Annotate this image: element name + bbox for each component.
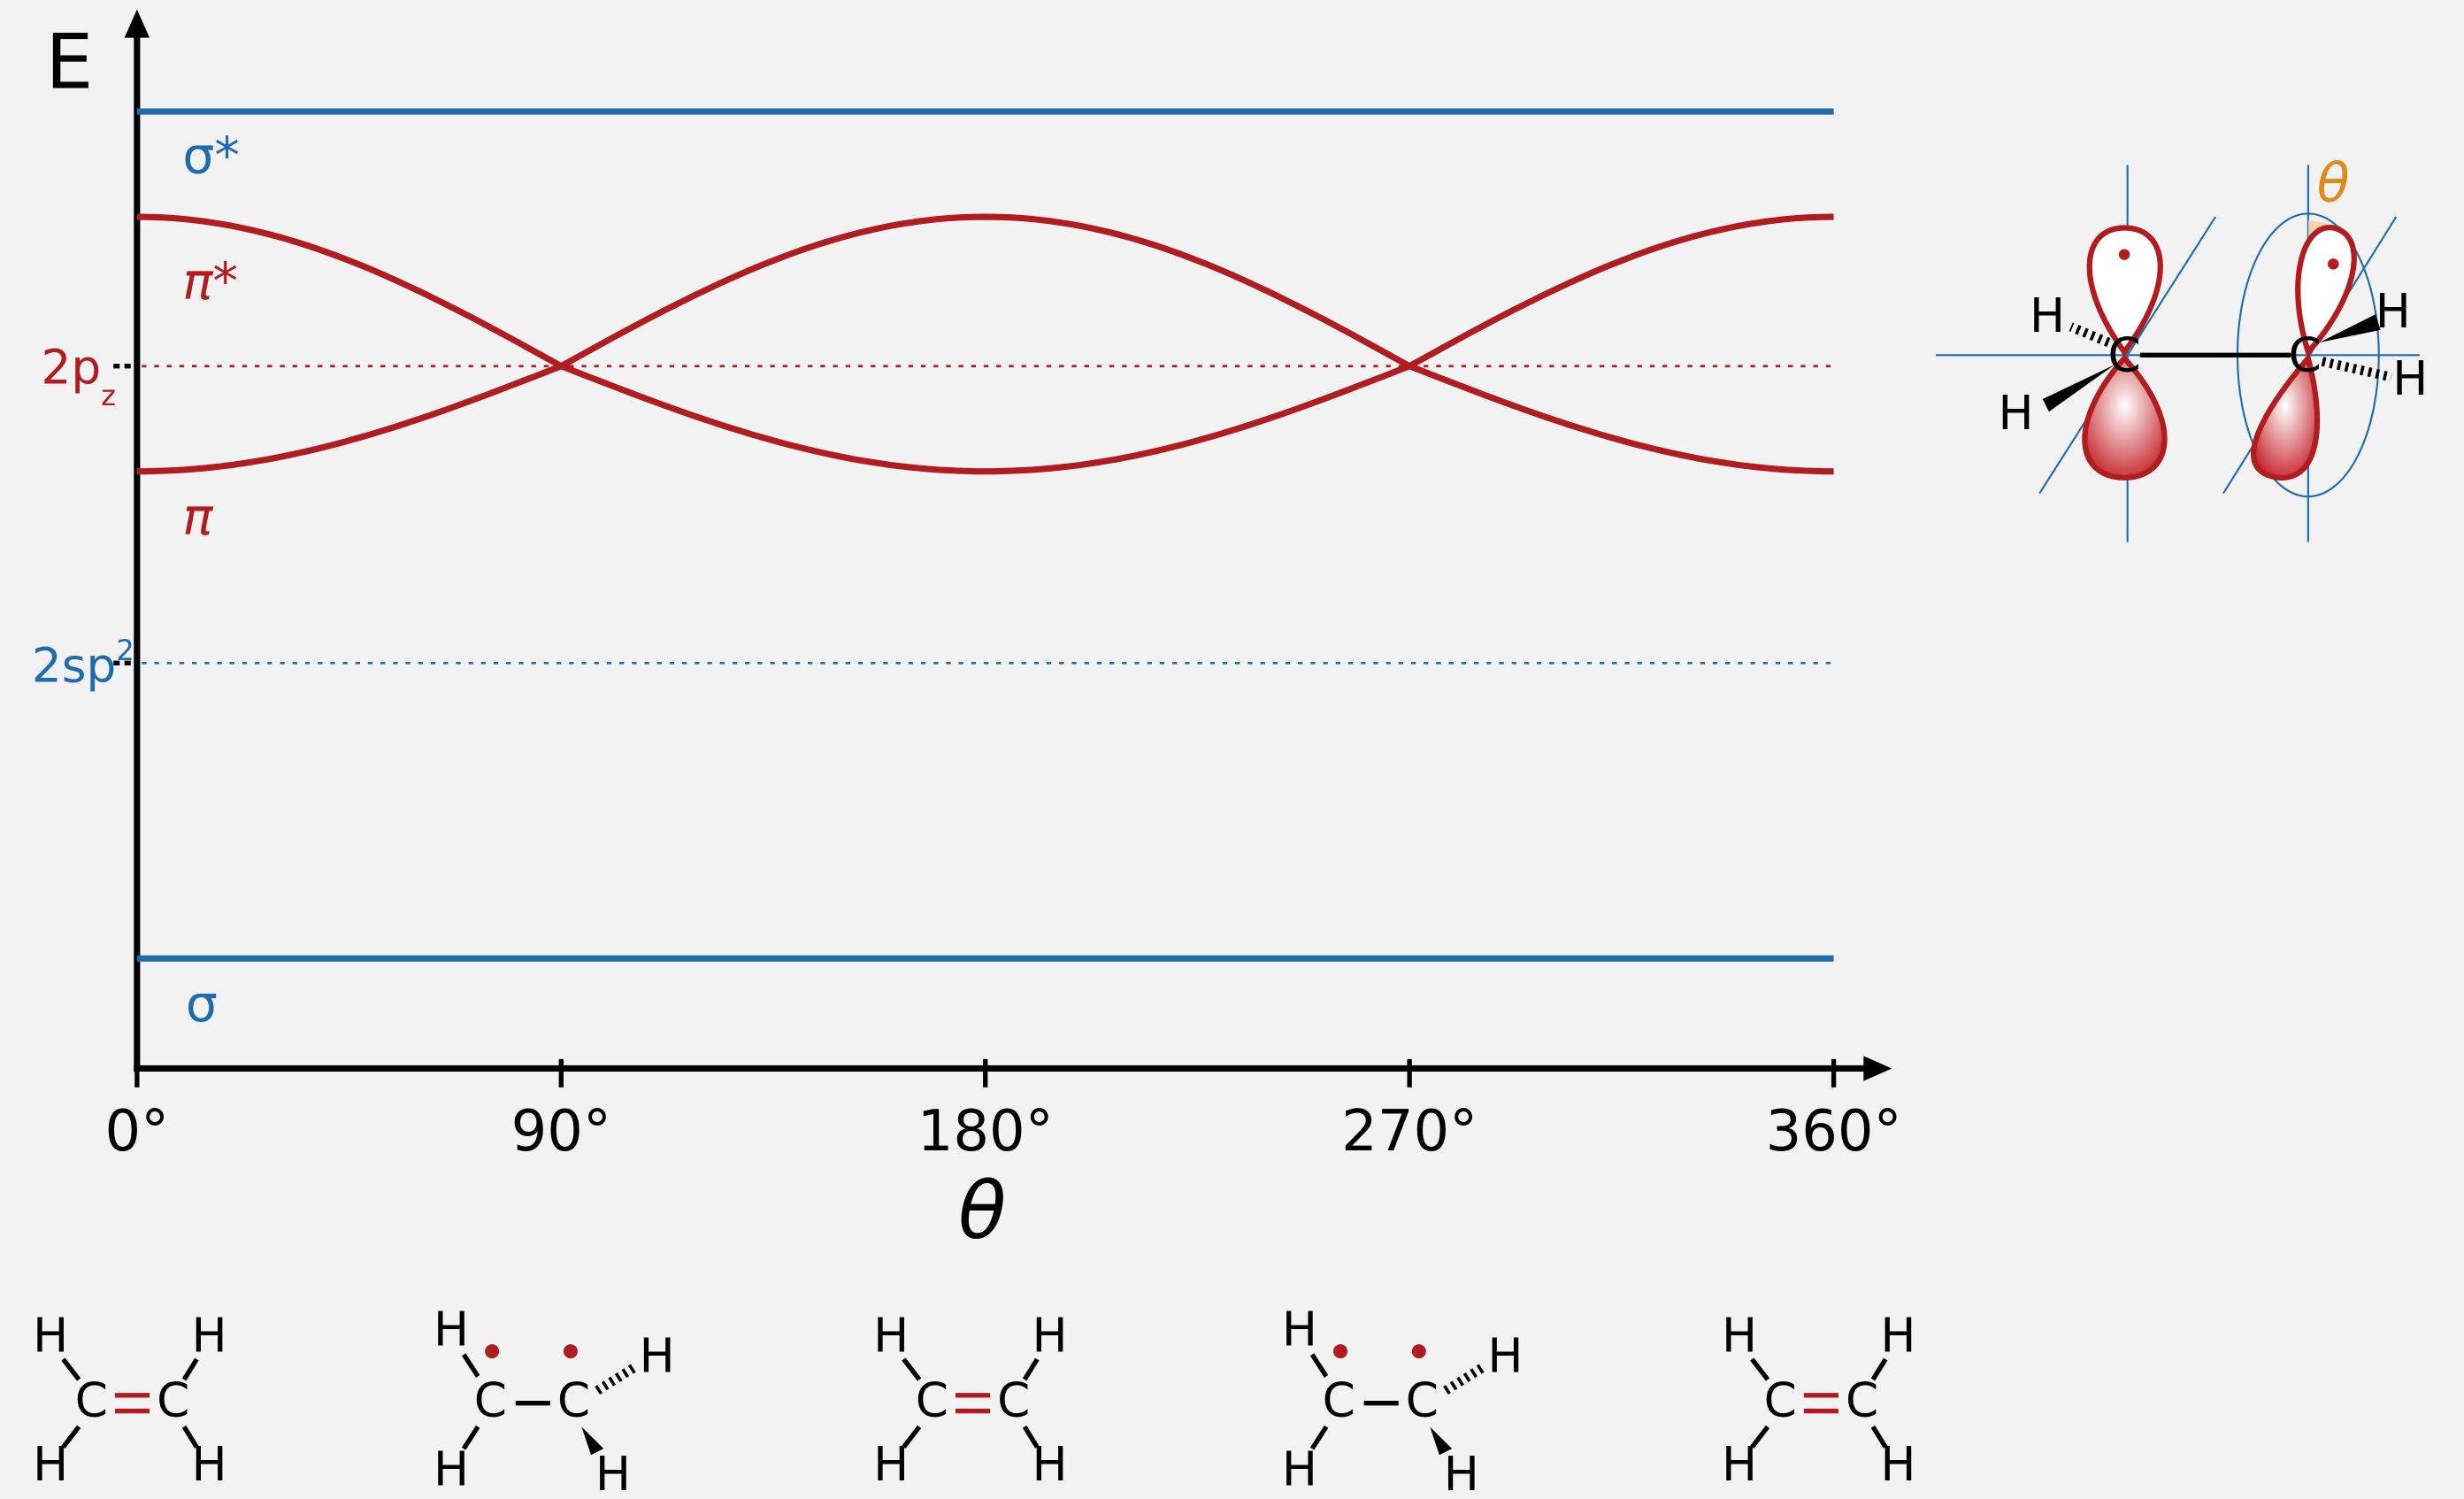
atom-label: H: [33, 1437, 68, 1492]
bond: [902, 1357, 922, 1381]
bond: [1022, 1425, 1040, 1449]
pi-star-label: π*: [182, 252, 238, 311]
atom-label: C: [997, 1372, 1030, 1427]
atom-label: H: [1032, 1437, 1067, 1492]
bond: [902, 1425, 922, 1449]
atom-label: H: [33, 1309, 68, 1364]
p-base: 2p: [42, 340, 102, 395]
bond: [461, 1353, 480, 1378]
sigma-star-label: σ*: [182, 127, 239, 185]
hash-bond: [2069, 322, 2111, 348]
atom-label: H: [2376, 284, 2411, 339]
bond: [61, 1357, 81, 1381]
sp2-sup: 2: [116, 634, 134, 667]
inset: θ: [1936, 152, 2420, 542]
atom-label: H: [640, 1329, 675, 1384]
wedge-bond: [2319, 314, 2381, 343]
lobe: [2082, 354, 2168, 480]
radical: [563, 1344, 578, 1359]
sp2-label: 2sp2: [32, 634, 134, 694]
sp2-base: 2sp: [32, 639, 116, 694]
wedge-bond: [2042, 364, 2115, 412]
atom-label: C: [1764, 1372, 1797, 1427]
atom-label: H: [1999, 386, 2034, 441]
atom-label: H: [1032, 1309, 1067, 1364]
atom-label: H: [2030, 288, 2065, 343]
bond: [181, 1357, 199, 1381]
x-arrow: [1863, 1056, 1892, 1081]
atom-label: H: [1722, 1437, 1757, 1492]
atom-label: C: [2289, 327, 2322, 382]
electron: [2118, 249, 2130, 260]
x-axis-label: θ: [958, 1165, 1006, 1257]
atom-label: C: [75, 1372, 108, 1427]
lobe: [2086, 225, 2163, 357]
inset-atoms: HHC CHH: [1999, 284, 2429, 441]
sigma-label: σ: [186, 975, 218, 1034]
atom-label: C: [2107, 327, 2140, 382]
atom-label: C: [1323, 1372, 1355, 1427]
lobe: [2295, 225, 2357, 357]
bond: [61, 1425, 81, 1449]
pi-curve: [136, 213, 1834, 475]
atom-label: H: [192, 1309, 227, 1364]
atom-label: H: [873, 1437, 909, 1492]
bond: [1870, 1425, 1888, 1449]
atom-label: H: [595, 1447, 631, 1499]
atom-label: H: [1282, 1302, 1317, 1357]
atom-label: C: [1846, 1372, 1878, 1427]
bond: [1750, 1357, 1770, 1381]
y-axis-label: E: [46, 19, 94, 106]
atom-label: C: [557, 1372, 590, 1427]
atom-label: H: [2392, 351, 2428, 406]
angle-label: θ: [2317, 152, 2350, 214]
y-arrow: [124, 9, 150, 38]
wedge-bond: [581, 1426, 604, 1456]
bond: [1309, 1425, 1329, 1450]
atom-label: H: [1722, 1309, 1757, 1364]
atom-label: H: [1487, 1329, 1523, 1384]
atom-label: C: [157, 1372, 189, 1427]
x-tick-label: 90°: [511, 1099, 611, 1165]
bond: [1309, 1353, 1329, 1378]
pi-curve: [136, 213, 1834, 475]
x-tick-label: 0°: [105, 1099, 170, 1165]
x-tick-label: 360°: [1766, 1099, 1902, 1165]
p-sub: z: [101, 379, 116, 412]
bond: [1022, 1357, 1040, 1381]
radical: [1411, 1344, 1426, 1359]
radical: [485, 1344, 500, 1359]
atom-label: H: [1282, 1441, 1317, 1496]
atom-label: H: [434, 1441, 469, 1496]
electron: [2328, 258, 2339, 270]
x-tick-label: 180°: [917, 1099, 1054, 1165]
bond: [461, 1425, 480, 1450]
atom-label: H: [192, 1437, 227, 1492]
radical: [1333, 1344, 1348, 1359]
bond: [1870, 1357, 1888, 1381]
molecules: H HC CH HH HC CH HH HC CH HH HC CH HH HC CH H: [33, 1302, 1915, 1499]
x-tick-label: 270°: [1341, 1099, 1478, 1165]
atom-label: H: [1880, 1309, 1915, 1364]
p-orbital-label: 2pz: [42, 340, 116, 412]
atom-label: H: [434, 1302, 469, 1357]
x-ticks: 0° 90° 180° 270° 360°: [105, 1058, 1902, 1165]
atom-label: H: [1880, 1437, 1915, 1492]
atom-label: H: [1444, 1447, 1479, 1499]
inset-axis: [2038, 216, 2216, 495]
atom-label: C: [1406, 1372, 1439, 1427]
wedge-bond: [1430, 1426, 1453, 1456]
pi-label: π: [182, 488, 213, 547]
bond: [1750, 1425, 1770, 1449]
atom-label: C: [474, 1372, 507, 1427]
lobe: [2251, 352, 2321, 480]
atom-label: C: [916, 1372, 948, 1427]
bond: [181, 1425, 199, 1449]
atom-label: H: [873, 1309, 909, 1364]
